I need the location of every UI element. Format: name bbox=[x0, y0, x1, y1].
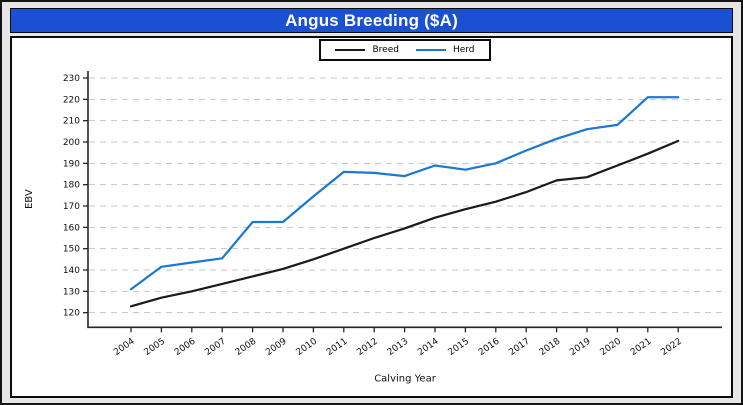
y-tick-label: 230 bbox=[63, 74, 80, 84]
legend-swatch bbox=[335, 49, 366, 51]
y-tick-label: 180 bbox=[63, 181, 80, 191]
y-tick-label: 130 bbox=[63, 287, 80, 297]
y-tick-label: 190 bbox=[63, 159, 80, 169]
y-tick-label: 120 bbox=[63, 309, 80, 319]
x-tick-label: 2006 bbox=[173, 336, 198, 357]
y-tick-label: 160 bbox=[63, 223, 80, 233]
y-tick-label: 220 bbox=[63, 95, 80, 105]
legend-swatch bbox=[415, 49, 446, 51]
series-line-breed bbox=[129, 139, 680, 308]
chart-title-bar: Angus Breeding ($A) bbox=[10, 8, 733, 33]
chart-panel: 230 220 210 200 190 180 170 160 150 140 130 120 2004… bbox=[10, 36, 733, 398]
x-tick-label: 2014 bbox=[416, 336, 441, 357]
x-tick-label: 2022 bbox=[659, 337, 683, 358]
x-tick-label: 2017 bbox=[507, 337, 531, 358]
x-tick-label: 2021 bbox=[629, 337, 653, 358]
y-tick-label: 150 bbox=[63, 245, 80, 255]
legend-label-breed: Breed bbox=[372, 45, 399, 55]
x-axis-title: Calving Year bbox=[374, 373, 437, 384]
x-tick-label: 2007 bbox=[203, 337, 227, 358]
x-tick-label: 2012 bbox=[355, 337, 379, 358]
line-chart: 230 220 210 200 190 180 170 160 150 140 130 120 2004… bbox=[24, 71, 722, 384]
y-tick-label: 170 bbox=[63, 202, 80, 212]
legend-label-herd: Herd bbox=[452, 45, 475, 55]
x-tick-label: 2010 bbox=[295, 336, 320, 357]
x-tick-label: 2013 bbox=[386, 337, 410, 358]
x-tick-label: 2009 bbox=[264, 336, 289, 357]
x-tick-label: 2005 bbox=[143, 337, 167, 358]
page-title: Angus Breeding ($A) bbox=[285, 10, 458, 30]
x-tick-label: 2019 bbox=[568, 336, 593, 357]
x-tick-label: 2016 bbox=[477, 336, 502, 357]
y-axis-title: EBV bbox=[24, 189, 35, 209]
x-tick-label: 2008 bbox=[234, 336, 259, 357]
y-tick-label: 210 bbox=[63, 117, 80, 127]
x-tick-label: 2004 bbox=[112, 336, 137, 357]
y-tick-label: 140 bbox=[63, 266, 80, 276]
series-line-herd bbox=[129, 96, 680, 291]
x-tick-label: 2018 bbox=[538, 336, 563, 357]
x-tick-label: 2015 bbox=[447, 337, 471, 358]
x-tick-label: 2011 bbox=[325, 337, 349, 358]
legend: Breed Herd bbox=[319, 39, 491, 61]
y-tick-label: 200 bbox=[63, 138, 80, 148]
x-tick-label: 2020 bbox=[599, 336, 624, 357]
